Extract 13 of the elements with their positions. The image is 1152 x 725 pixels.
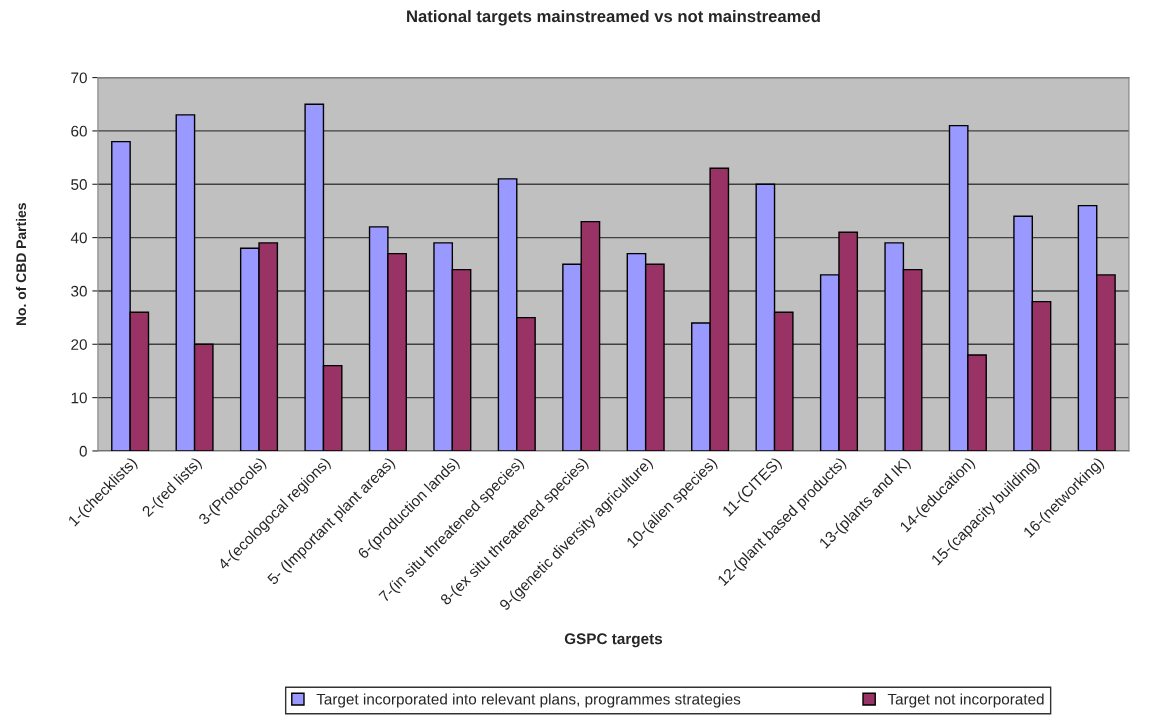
y-tick-label: 0: [79, 445, 87, 457]
y-tick-label: 60: [71, 125, 87, 137]
x-axis-title: GSPC targets: [564, 633, 663, 648]
y-tick-label: 70: [71, 72, 87, 84]
y-tick-label: 40: [70, 232, 87, 244]
legend-label: Target not incorporated: [887, 693, 1044, 708]
y-tick-label: 10: [71, 392, 87, 404]
y-tick-label: 50: [71, 179, 87, 190]
chart-title: National targets mainstreamed vs not mainstreamed: [407, 9, 820, 26]
y-tick-label: 30: [71, 285, 87, 297]
legend-label: Target incorporated into relevant plans, programmes strategies: [316, 693, 741, 708]
y-axis-title: No. of CBD Parties: [15, 203, 27, 326]
y-tick-label: 20: [71, 339, 87, 350]
